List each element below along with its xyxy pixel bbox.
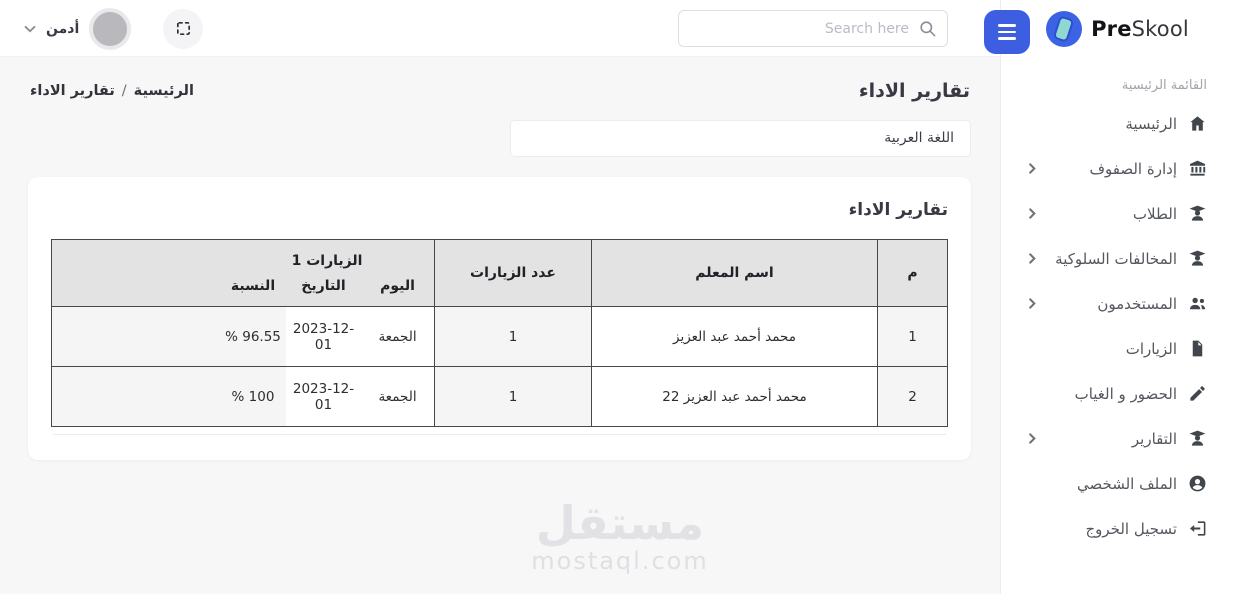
user-menu[interactable]: أدمن: [24, 0, 204, 57]
avatar[interactable]: [89, 7, 132, 50]
page-title: تقارير الاداء: [858, 80, 970, 102]
table-wrapper: م اسم المعلم عدد الزيارات الزيارات 1 الي…: [51, 239, 948, 435]
breadcrumb-current: تقارير الاداء: [30, 83, 115, 99]
brand-name: PreSkool: [1091, 17, 1189, 41]
visit-group-title: الزيارات 1: [291, 252, 363, 269]
cell-day: الجمعة: [361, 367, 434, 426]
table-row: 1 محمد أحمد عبد العزيز 1 الجمعة 2023-12-…: [51, 306, 948, 367]
watermark-latin: mostaql.com: [531, 546, 709, 575]
mostaql-watermark: مستقل mostaql.com: [455, 498, 785, 575]
chevron-left-icon: [1027, 208, 1038, 219]
table-header-row: م اسم المعلم عدد الزيارات الزيارات 1 الي…: [51, 239, 948, 307]
menu-icon: [998, 24, 1016, 27]
chevron-left-icon: [1027, 253, 1038, 264]
col-header-date: التاريخ: [301, 277, 346, 294]
user-circle-icon: [1188, 474, 1207, 493]
file-icon: [1188, 339, 1207, 358]
brand-logo[interactable]: PreSkool: [1001, 0, 1234, 58]
cell-no: 2: [877, 366, 948, 427]
sidebar-item-behavior-violations[interactable]: المخالفات السلوكية: [1001, 236, 1234, 281]
search-icon: [920, 21, 936, 37]
sidebar-item-students[interactable]: الطلاب: [1001, 191, 1234, 236]
performance-table: م اسم المعلم عدد الزيارات الزيارات 1 الي…: [51, 239, 948, 427]
cell-visits-count: 1: [434, 306, 592, 367]
cell-date: 2023-12-01: [286, 307, 361, 366]
cell-no: 1: [877, 306, 948, 367]
user-graduate-icon: [1188, 429, 1207, 448]
home-icon: [1188, 114, 1207, 133]
sidebar-item-attendance[interactable]: الحضور و الغياب: [1001, 371, 1234, 416]
col-header-no: م: [877, 239, 948, 307]
cell-visits-count: 1: [434, 366, 592, 427]
cell-teacher-name: محمد أحمد عبد العزيز: [591, 306, 878, 367]
col-header-visit-group: الزيارات 1 اليوم التاريخ النسبة: [51, 239, 435, 307]
user-role-label: أدمن: [46, 20, 80, 37]
watermark-arabic: مستقل: [535, 496, 705, 550]
report-card: تقارير الاداء م اسم المعلم عدد الزيارات …: [28, 177, 971, 460]
chevron-left-icon: [1027, 433, 1038, 444]
cell-teacher-name: محمد أحمد عبد العزيز 22: [591, 366, 878, 427]
col-header-day: اليوم: [380, 277, 415, 294]
cell-visit-details: الجمعة 2023-12-01 % 100: [51, 366, 435, 427]
sidebar-item-profile[interactable]: الملف الشخصي: [1001, 461, 1234, 506]
user-graduate-icon: [1188, 204, 1207, 223]
sidebar-item-users[interactable]: المستخدمون: [1001, 281, 1234, 326]
menu-toggle-button[interactable]: [984, 10, 1030, 54]
cell-date: 2023-12-01: [286, 367, 361, 426]
table-scrollbar-track[interactable]: [53, 434, 946, 435]
cell-percent: % 100: [231, 388, 275, 405]
users-icon: [1188, 294, 1207, 313]
main-content: تقارير الاداء الرئيسية/تقارير الاداء الل…: [0, 57, 1000, 594]
sidebar-item-reports[interactable]: التقارير: [1001, 416, 1234, 461]
col-header-visits-count: عدد الزيارات: [434, 239, 592, 307]
fullscreen-icon: [176, 21, 190, 36]
breadcrumb-home[interactable]: الرئيسية: [133, 83, 194, 99]
chevron-left-icon: [1027, 298, 1038, 309]
col-header-teacher: اسم المعلم: [591, 239, 878, 307]
sidebar-item-logout[interactable]: تسجيل الخروج: [1001, 506, 1234, 551]
sidebar-menu: الرئيسية إدارة الصفوف الطلاب المخالفات ا…: [1001, 101, 1234, 551]
sidebar-section-label: القائمة الرئيسية: [1121, 78, 1207, 93]
bank-icon: [1188, 159, 1207, 178]
breadcrumb: الرئيسية/تقارير الاداء: [30, 83, 194, 99]
sign-out-icon: [1188, 519, 1207, 538]
sidebar-item-visits[interactable]: الزيارات: [1001, 326, 1234, 371]
pen-icon: [1188, 384, 1207, 403]
sidebar-item-class-management[interactable]: إدارة الصفوف: [1001, 146, 1234, 191]
col-header-percent: النسبة: [230, 277, 276, 294]
sidebar-item-home[interactable]: الرئيسية: [1001, 101, 1234, 146]
top-header: أدمن: [0, 0, 1000, 57]
preskool-logo-icon: [1046, 11, 1083, 47]
user-graduate-icon: [1188, 249, 1207, 268]
chevron-down-icon: [24, 23, 36, 35]
sidebar: PreSkool القائمة الرئيسية الرئيسية إدارة…: [1000, 0, 1234, 594]
search-box: [678, 10, 948, 47]
table-row: 2 محمد أحمد عبد العزيز 22 1 الجمعة 2023-…: [51, 366, 948, 427]
language-select[interactable]: اللغة العربية: [510, 120, 971, 157]
fullscreen-button[interactable]: [163, 8, 204, 49]
cell-visit-details: الجمعة 2023-12-01 % 96.55: [51, 306, 435, 367]
search-input[interactable]: [678, 10, 948, 47]
chevron-left-icon: [1027, 163, 1038, 174]
cell-percent: % 96.55: [225, 328, 281, 345]
cell-day: الجمعة: [361, 307, 434, 366]
card-title: تقارير الاداء: [848, 200, 948, 220]
